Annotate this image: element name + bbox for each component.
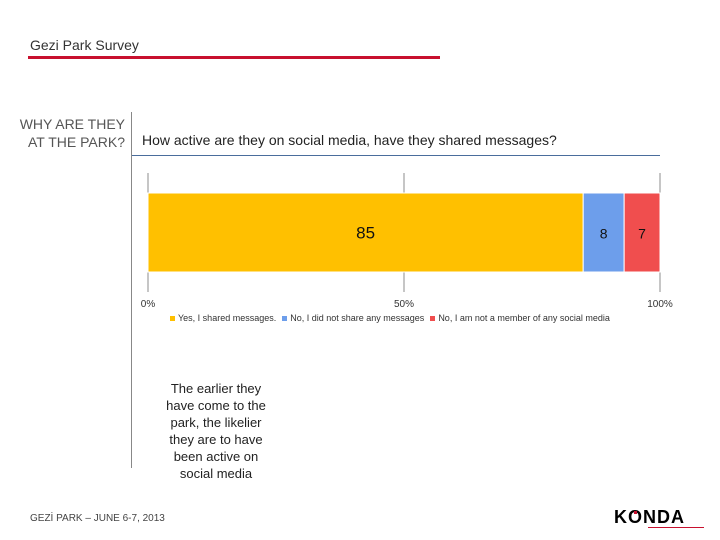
legend-swatch-yes (170, 315, 175, 321)
legend-swatch-not-member (430, 315, 436, 321)
question-underline (132, 155, 660, 156)
footer-date: GEZİ PARK – JUNE 6-7, 2013 (30, 513, 165, 524)
annotation-note: The earlier they have come to the park, … (166, 381, 266, 481)
logo-underline (648, 527, 704, 528)
tick-label-0: 0% (141, 299, 156, 310)
legend-item-no: No, I did not share any messages (282, 313, 424, 323)
konda-logo-text: KONDA (614, 507, 685, 527)
logo-dot (634, 511, 637, 514)
konda-logo-graphic: KONDA (614, 507, 704, 528)
legend-swatch-no (282, 315, 288, 321)
bar-segment-no (582, 192, 625, 273)
side-divider (131, 112, 132, 468)
legend-label-no: No, I did not share any messages (290, 313, 425, 323)
chart-legend: Yes, I shared messages. No, I did not sh… (170, 313, 610, 323)
data-label-not-member: 7 (638, 226, 646, 242)
data-label-yes: 85 (356, 224, 375, 243)
legend-label-yes: Yes, I shared messages. (178, 313, 277, 323)
side-question: WHY ARE THEY AT THE PARK? (19, 116, 125, 150)
konda-logo: KONDA (612, 506, 708, 532)
page-title: Gezi Park Survey (30, 37, 139, 53)
bar-segment-not-member (623, 192, 661, 273)
tick-label-1: 50% (394, 299, 414, 310)
data-label-no: 8 (600, 226, 608, 242)
legend-item-yes: Yes, I shared messages. (170, 313, 276, 323)
tick-label-2: 100% (647, 299, 673, 310)
bar-segment-yes (147, 192, 584, 273)
question-text: How active are they on social media, hav… (142, 132, 557, 148)
legend-item-not-member: No, I am not a member of any social medi… (430, 313, 610, 323)
legend-label-not-member: No, I am not a member of any social medi… (438, 313, 610, 323)
title-underline (28, 56, 440, 59)
